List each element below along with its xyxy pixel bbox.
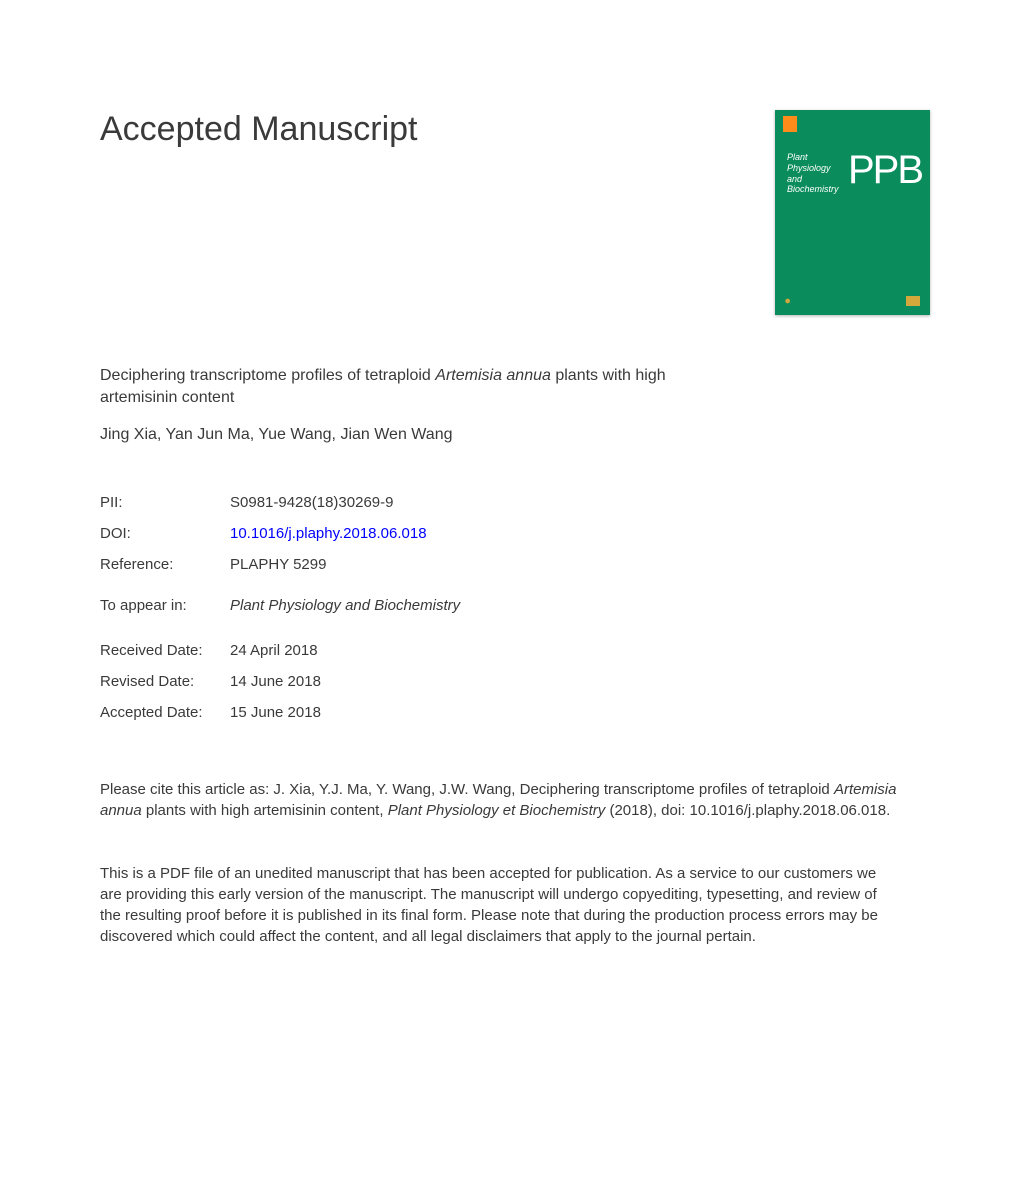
citation-part3: (2018), doi: 10.1016/j.plaphy.2018.06.01…: [605, 802, 890, 819]
journal-cover-thumbnail: Plant Physiology and Biochemistry PPB ⬢: [775, 110, 930, 315]
citation-journal: Plant Physiology et Biochemistry: [388, 802, 606, 819]
cover-title-line: Biochemistry: [787, 184, 839, 195]
cover-title-line: Plant: [787, 152, 839, 163]
reference-label: Reference:: [100, 556, 230, 573]
metadata-table: PII: S0981-9428(18)30269-9 DOI: 10.1016/…: [100, 494, 930, 573]
title-text-species: Artemisia annua: [435, 367, 551, 384]
received-date-value: 24 April 2018: [230, 642, 930, 659]
authors-list: Jing Xia, Yan Jun Ma, Yue Wang, Jian Wen…: [100, 426, 930, 444]
to-appear-row: To appear in: Plant Physiology and Bioch…: [100, 597, 930, 614]
accepted-manuscript-heading: Accepted Manuscript: [100, 110, 418, 149]
disclaimer-text: This is a PDF file of an unedited manusc…: [100, 863, 900, 947]
cover-footer-left-icon: ⬢: [785, 298, 790, 305]
doi-link[interactable]: 10.1016/j.plaphy.2018.06.018: [230, 525, 930, 542]
pii-value: S0981-9428(18)30269-9: [230, 494, 930, 511]
cover-footer: ⬢: [785, 295, 920, 307]
citation-part1: Please cite this article as: J. Xia, Y.J…: [100, 781, 834, 798]
revised-date-label: Revised Date:: [100, 673, 230, 690]
publisher-logo-icon: [783, 116, 797, 132]
cover-title-line: and: [787, 174, 839, 185]
dates-table: Received Date: 24 April 2018 Revised Dat…: [100, 642, 930, 721]
journal-name: Plant Physiology and Biochemistry: [230, 597, 930, 614]
citation-block: Please cite this article as: J. Xia, Y.J…: [100, 779, 900, 821]
citation-part2: plants with high artemisinin content,: [142, 802, 388, 819]
article-title: Deciphering transcriptome profiles of te…: [100, 365, 680, 408]
pii-label: PII:: [100, 494, 230, 511]
cover-ppb-acronym: PPB: [848, 148, 922, 193]
accepted-date-label: Accepted Date:: [100, 704, 230, 721]
revised-date-value: 14 June 2018: [230, 673, 930, 690]
doi-label: DOI:: [100, 525, 230, 542]
title-text-prefix: Deciphering transcriptome profiles of te…: [100, 367, 435, 384]
cover-footer-right-icon: [906, 296, 920, 306]
cover-title-line: Physiology: [787, 163, 839, 174]
to-appear-label: To appear in:: [100, 597, 230, 614]
received-date-label: Received Date:: [100, 642, 230, 659]
cover-journal-title: Plant Physiology and Biochemistry: [787, 152, 839, 195]
reference-value: PLAPHY 5299: [230, 556, 930, 573]
accepted-date-value: 15 June 2018: [230, 704, 930, 721]
